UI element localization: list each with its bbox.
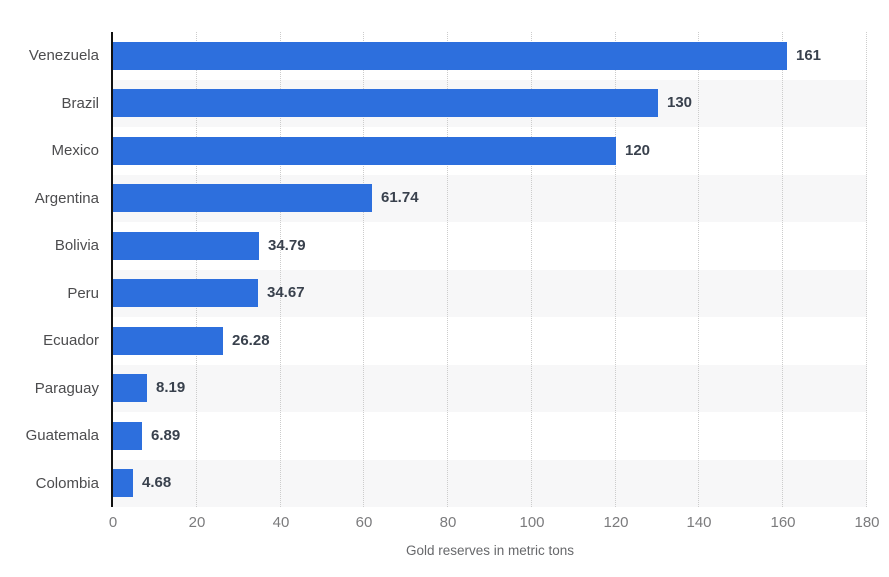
bar-value-label: 34.79 (268, 236, 306, 254)
bar-value-label: 120 (625, 141, 651, 159)
x-tick-label: 180 (854, 514, 880, 531)
category-label: Venezuela (28, 47, 99, 64)
gridline (531, 32, 532, 507)
x-tick-label: 60 (355, 514, 373, 531)
category-label: Paraguay (34, 379, 99, 397)
gridline (363, 32, 364, 507)
bar-value-label: 26.28 (232, 331, 270, 349)
x-tick-label: 0 (108, 514, 118, 531)
bar-value-label: 61.74 (381, 189, 419, 207)
bar-bolivia[interactable] (113, 231, 259, 260)
bar-ecuador[interactable] (113, 326, 223, 355)
x-tick-label: 160 (770, 514, 796, 531)
x-tick-label: 100 (519, 514, 545, 531)
bar-paraguay[interactable] (113, 374, 147, 403)
bar-guatemala[interactable] (113, 421, 142, 450)
category-label: Bolivia (54, 237, 99, 254)
row-stripe (113, 364, 867, 412)
x-tick-label: 80 (439, 514, 457, 531)
plot-area: 161 130 120 61.74 34.79 34.67 26.28 8.19 6.89 4.6… (113, 32, 867, 507)
gridline (698, 32, 699, 507)
x-axis: 0 20 40 60 80 100 120 140 160 180 (109, 514, 880, 534)
category-label: Brazil (61, 94, 99, 112)
x-tick-label: 40 (272, 514, 290, 531)
category-label: Ecuador (43, 332, 99, 349)
bar-colombia[interactable] (113, 469, 133, 498)
bar-value-label: 161 (796, 46, 822, 64)
bar-value-label: 130 (667, 94, 693, 112)
category-label: Colombia (35, 474, 99, 492)
bar-value-label: 6.89 (151, 426, 181, 444)
x-tick-label: 120 (603, 514, 629, 531)
gridline (782, 32, 783, 507)
category-label: Argentina (34, 189, 99, 207)
gridline (615, 32, 616, 507)
bar-peru[interactable] (113, 279, 258, 308)
gridline (280, 32, 281, 507)
gridline (447, 32, 448, 507)
y-axis-line (111, 32, 113, 507)
bar-venezuela[interactable] (113, 41, 787, 70)
bar-brazil[interactable] (113, 89, 658, 118)
bar-value-label: 34.67 (267, 284, 305, 302)
category-label: Guatemala (25, 427, 99, 444)
gridline (196, 32, 197, 507)
bar-mexico[interactable] (113, 136, 616, 165)
bar-value-label: 4.68 (142, 474, 172, 492)
category-label: Mexico (51, 142, 99, 159)
gridline (866, 32, 867, 507)
row-stripe (113, 459, 867, 507)
bar-argentina[interactable] (113, 184, 372, 213)
category-axis: Venezuela Brazil Mexico Argentina Bolivia Per… (0, 32, 99, 507)
x-tick-label: 20 (188, 514, 206, 531)
x-tick-label: 140 (686, 514, 712, 531)
category-label: Peru (67, 284, 99, 302)
x-axis-title: Gold reserves in metric tons (405, 543, 575, 558)
bar-value-label: 8.19 (156, 379, 186, 397)
